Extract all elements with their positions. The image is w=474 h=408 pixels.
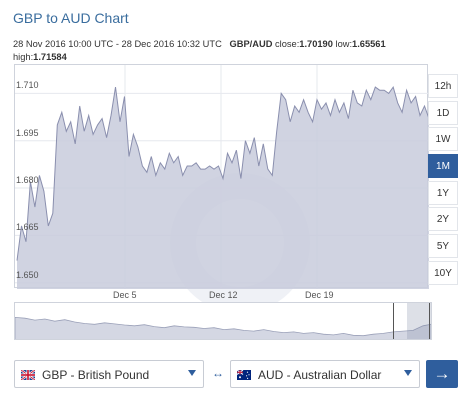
x-tick-label: Dec 5 bbox=[113, 290, 137, 300]
uk-flag-icon bbox=[20, 369, 36, 381]
to-currency-label: AUD - Australian Dollar bbox=[258, 368, 382, 382]
chart-info-line-2: high:1.71584 bbox=[13, 52, 67, 62]
y-tick-label: 1.710 bbox=[16, 80, 39, 91]
low-label: low: bbox=[335, 39, 353, 49]
navigator-area bbox=[15, 316, 431, 339]
chart-info-line-1: 28 Nov 2016 10:00 UTC - 28 Dec 2016 10:3… bbox=[13, 39, 386, 49]
high-value: 1.71584 bbox=[33, 52, 67, 62]
swap-arrows-icon[interactable]: ↔ bbox=[212, 366, 224, 380]
range-button-1y[interactable]: 1Y bbox=[428, 180, 458, 205]
time-range-selector: 12h 1D 1W 1M 1Y 2Y 5Y 10Y bbox=[428, 74, 458, 288]
range-button-5y[interactable]: 5Y bbox=[428, 234, 458, 259]
from-currency-label: GBP - British Pound bbox=[42, 368, 150, 382]
y-tick-label: 1.680 bbox=[16, 175, 39, 186]
currency-pair: GBP/AUD bbox=[229, 39, 273, 49]
convert-button[interactable]: → bbox=[426, 360, 458, 388]
range-button-1d[interactable]: 1D bbox=[428, 100, 458, 125]
chevron-down-icon bbox=[188, 370, 196, 376]
series-line bbox=[16, 85, 429, 261]
close-value: 1.70190 bbox=[299, 39, 333, 49]
close-label: close: bbox=[275, 39, 300, 49]
date-range: 28 Nov 2016 10:00 UTC - 28 Dec 2016 10:3… bbox=[13, 39, 222, 49]
range-button-2y[interactable]: 2Y bbox=[428, 207, 458, 232]
high-label: high: bbox=[13, 52, 34, 62]
price-chart[interactable] bbox=[14, 64, 429, 313]
chart-navigator[interactable] bbox=[14, 302, 432, 340]
range-button-1w[interactable]: 1W bbox=[428, 127, 458, 152]
chevron-down-icon bbox=[404, 370, 412, 376]
range-button-10y[interactable]: 10Y bbox=[428, 260, 458, 285]
to-currency-select[interactable]: AUD - Australian Dollar bbox=[230, 360, 420, 388]
x-tick-label: Dec 12 bbox=[209, 290, 238, 300]
series-area bbox=[17, 87, 429, 289]
navigator-left-handle[interactable] bbox=[393, 303, 397, 339]
y-tick-label: 1.695 bbox=[16, 127, 39, 138]
range-button-12h[interactable]: 12h bbox=[428, 74, 458, 98]
range-button-1m[interactable]: 1M bbox=[428, 154, 458, 179]
page-title: GBP to AUD Chart bbox=[13, 10, 129, 26]
y-tick-label: 1.665 bbox=[16, 222, 39, 233]
chart-plot bbox=[15, 65, 429, 289]
low-value: 1.65561 bbox=[352, 39, 386, 49]
navigator-plot bbox=[15, 316, 431, 339]
navigator-right-handle[interactable] bbox=[429, 303, 431, 339]
y-tick-label: 1.650 bbox=[16, 269, 39, 280]
from-currency-select[interactable]: GBP - British Pound bbox=[14, 360, 204, 388]
australia-flag-icon bbox=[236, 369, 251, 380]
x-tick-label: Dec 19 bbox=[305, 290, 334, 300]
arrow-right-icon: → bbox=[433, 364, 451, 383]
navigator-selection[interactable] bbox=[407, 303, 431, 339]
